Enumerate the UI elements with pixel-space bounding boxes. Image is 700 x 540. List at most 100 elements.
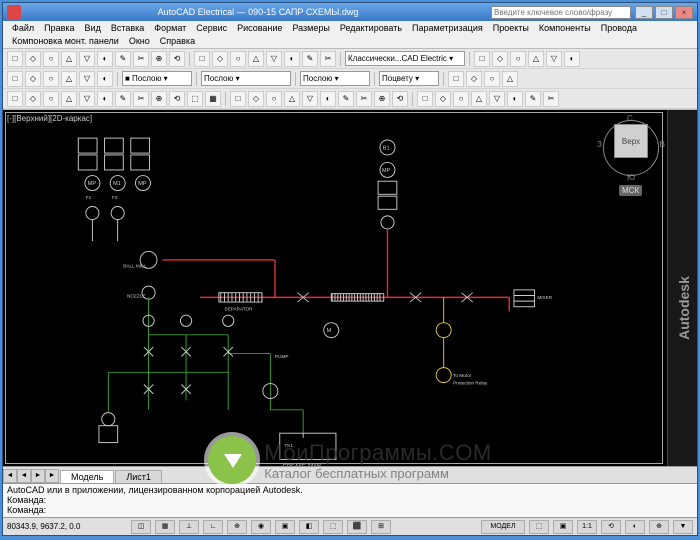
toolbar-button[interactable]: ▽ [79, 51, 95, 67]
layout-tab[interactable]: Модель [60, 470, 114, 483]
toolbar-button[interactable]: ⟲ [169, 51, 185, 67]
toolbar-button[interactable]: ◐ [284, 51, 300, 67]
menu-item[interactable]: Файл [7, 22, 39, 34]
status-button[interactable]: 1:1 [577, 520, 597, 534]
toolbar-button[interactable]: ✎ [338, 91, 354, 107]
toolbar-button[interactable]: ◐ [564, 51, 580, 67]
model-space-button[interactable]: МОДЕЛ [481, 520, 525, 534]
toolbar-button[interactable]: ⟲ [169, 91, 185, 107]
toolbar-button[interactable]: ○ [484, 71, 500, 87]
status-button[interactable]: ▼ [673, 520, 693, 534]
toolbar-dropdown[interactable]: Послою ▾ [201, 71, 291, 86]
toolbar-button[interactable]: □ [7, 91, 23, 107]
close-button[interactable]: × [675, 6, 693, 19]
toolbar-dropdown[interactable]: Послою ▾ [300, 71, 370, 86]
toolbar-button[interactable]: □ [448, 71, 464, 87]
toolbar-button[interactable]: ▽ [302, 91, 318, 107]
toolbar-button[interactable]: ◐ [320, 91, 336, 107]
menu-item[interactable]: Провода [596, 22, 642, 34]
toolbar-button[interactable]: ▽ [546, 51, 562, 67]
toolbar-button[interactable]: ○ [453, 91, 469, 107]
viewcube-wcs[interactable]: МСК [619, 185, 642, 196]
menu-item[interactable]: Размеры [287, 22, 334, 34]
status-toggle[interactable]: ⊥ [179, 520, 199, 534]
menu-item[interactable]: Вид [80, 22, 106, 34]
status-button[interactable]: ⟲ [601, 520, 621, 534]
toolbar-button[interactable]: ⊕ [151, 51, 167, 67]
toolbar-button[interactable]: □ [474, 51, 490, 67]
tab-arrow[interactable]: ◄ [3, 469, 17, 483]
menu-item[interactable]: Рисование [232, 22, 287, 34]
toolbar-button[interactable]: □ [7, 51, 23, 67]
toolbar-button[interactable]: ○ [510, 51, 526, 67]
maximize-button[interactable]: □ [655, 6, 673, 19]
toolbar-button[interactable]: ▽ [266, 51, 282, 67]
status-toggle[interactable]: ⬚ [323, 520, 343, 534]
menu-item[interactable]: Компоновка монт. панели [7, 35, 124, 47]
status-button[interactable]: ◐ [625, 520, 645, 534]
menu-item[interactable]: Справка [155, 35, 200, 47]
toolbar-button[interactable]: ✂ [133, 91, 149, 107]
toolbar-button[interactable]: □ [7, 71, 23, 87]
toolbar-button[interactable]: ◇ [492, 51, 508, 67]
toolbar-button[interactable]: ◇ [25, 91, 41, 107]
toolbar-button[interactable]: ○ [266, 91, 282, 107]
tab-arrow[interactable]: ► [31, 469, 45, 483]
viewport-label[interactable]: [-][Верхний][2D-каркас] [7, 114, 92, 123]
toolbar-button[interactable]: △ [471, 91, 487, 107]
tab-arrow[interactable]: ◄ [17, 469, 31, 483]
tab-arrow[interactable]: ► [45, 469, 59, 483]
drawing-canvas[interactable]: [-][Верхний][2D-каркас] MPM1MPF1F2BALL M… [3, 110, 697, 466]
status-button[interactable]: ⊕ [649, 520, 669, 534]
status-toggle[interactable]: ⊞ [371, 520, 391, 534]
viewcube-face[interactable]: Верх [614, 124, 648, 158]
toolbar-button[interactable]: ⟲ [392, 91, 408, 107]
toolbar-button[interactable]: △ [248, 51, 264, 67]
toolbar-button[interactable]: □ [194, 51, 210, 67]
menu-item[interactable]: Сервис [191, 22, 232, 34]
status-button[interactable]: ⬚ [529, 520, 549, 534]
toolbar-button[interactable]: ▦ [205, 91, 221, 107]
minimize-button[interactable]: _ [635, 6, 653, 19]
status-toggle[interactable]: ◉ [251, 520, 271, 534]
toolbar-button[interactable]: ✎ [525, 91, 541, 107]
search-input[interactable] [491, 6, 631, 19]
toolbar-button[interactable]: ✎ [115, 51, 131, 67]
toolbar-button[interactable]: ▽ [79, 91, 95, 107]
toolbar-button[interactable]: ◐ [97, 71, 113, 87]
toolbar-button[interactable]: ○ [43, 51, 59, 67]
toolbar-button[interactable]: ◇ [435, 91, 451, 107]
layout-tab[interactable]: Лист1 [115, 470, 162, 483]
toolbar-button[interactable]: △ [61, 71, 77, 87]
toolbar-button[interactable]: ◐ [97, 51, 113, 67]
toolbar-button[interactable]: ◇ [248, 91, 264, 107]
status-toggle[interactable]: ⊕ [227, 520, 247, 534]
toolbar-button[interactable]: ⊕ [374, 91, 390, 107]
toolbar-button[interactable]: ✎ [302, 51, 318, 67]
menu-item[interactable]: Вставка [106, 22, 149, 34]
toolbar-button[interactable]: △ [61, 91, 77, 107]
status-toggle[interactable]: ◧ [299, 520, 319, 534]
toolbar-button[interactable]: ✂ [133, 51, 149, 67]
toolbar-button[interactable]: △ [284, 91, 300, 107]
toolbar-dropdown[interactable]: Поцвету ▾ [379, 71, 439, 86]
toolbar-button[interactable]: ✎ [115, 91, 131, 107]
toolbar-button[interactable]: △ [502, 71, 518, 87]
toolbar-button[interactable]: ○ [43, 71, 59, 87]
menu-item[interactable]: Формат [149, 22, 191, 34]
toolbar-button[interactable]: ◇ [466, 71, 482, 87]
command-window[interactable]: AutoCAD или в приложении, лицензированно… [3, 483, 697, 517]
menu-item[interactable]: Компоненты [534, 22, 596, 34]
toolbar-button[interactable]: ◇ [25, 51, 41, 67]
status-toggle[interactable]: ◫ [131, 520, 151, 534]
toolbar-button[interactable]: ⊕ [151, 91, 167, 107]
toolbar-button[interactable]: □ [417, 91, 433, 107]
viewcube[interactable]: Верх С Ю В З МСК [601, 118, 661, 178]
status-button[interactable]: ▣ [553, 520, 573, 534]
toolbar-button[interactable]: ✂ [320, 51, 336, 67]
toolbar-button[interactable]: □ [230, 91, 246, 107]
status-toggle[interactable]: ∟ [203, 520, 223, 534]
toolbar-button[interactable]: ▽ [489, 91, 505, 107]
menu-item[interactable]: Проекты [488, 22, 534, 34]
toolbar-button[interactable]: ◇ [25, 71, 41, 87]
